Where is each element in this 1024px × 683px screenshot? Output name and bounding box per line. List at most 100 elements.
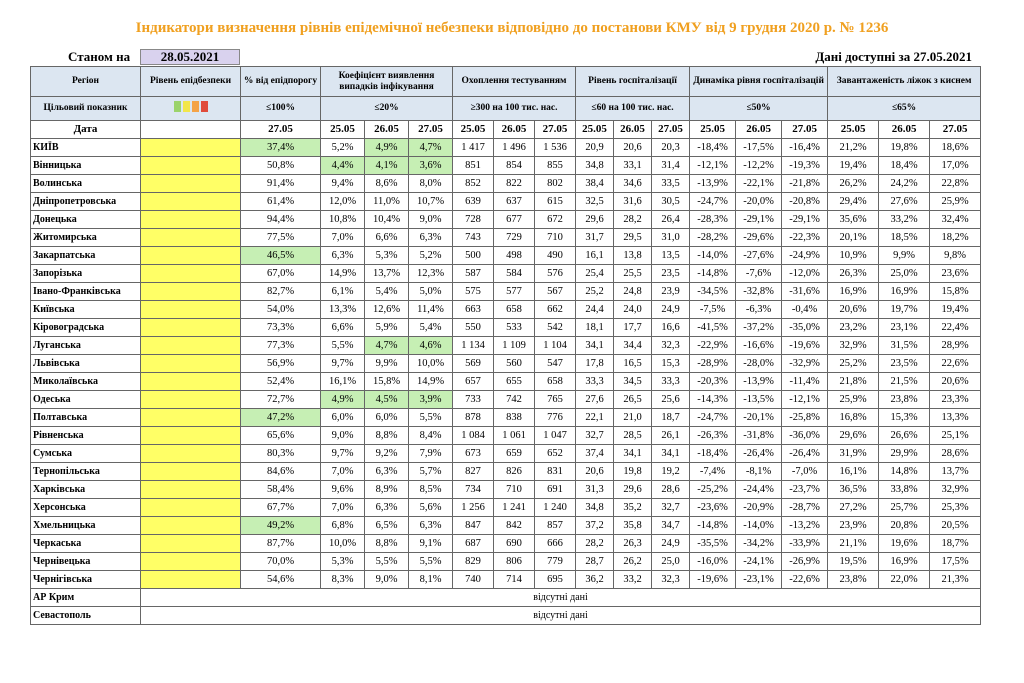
value-cell: -12,0% xyxy=(781,264,829,283)
group-date: 27.05 xyxy=(240,120,321,139)
level-swatch xyxy=(191,101,199,112)
value-cell: 5,7% xyxy=(407,462,454,481)
level-cell xyxy=(140,300,241,319)
value-cell: 20,1% xyxy=(827,228,880,247)
value-cell: 47,2% xyxy=(240,408,321,427)
group-date: 27.05 xyxy=(407,120,454,139)
level-cell xyxy=(140,516,241,535)
value-cell: 54,0% xyxy=(240,300,321,319)
value-cell: 34,1 xyxy=(613,444,653,463)
value-cell: 615 xyxy=(534,192,577,211)
value-cell: 687 xyxy=(452,534,495,553)
value-cell: -20,1% xyxy=(735,408,783,427)
region-row: Херсонська 67,7% 7,0% 6,3% 5,6% 1 256 1 241 1 2… xyxy=(30,498,982,517)
level-cell xyxy=(140,318,241,337)
value-cell: 26,5 xyxy=(613,390,653,409)
value-cell: 498 xyxy=(493,246,536,265)
value-cell: 29,6 xyxy=(613,480,653,499)
value-cell: 20,5% xyxy=(929,516,982,535)
region-name: Закарпатська xyxy=(30,246,141,265)
value-cell: 4,9% xyxy=(364,138,409,157)
value-cell: 5,3% xyxy=(364,246,409,265)
value-cell: -14,0% xyxy=(735,516,783,535)
value-cell: 569 xyxy=(452,354,495,373)
value-cell: 9,6% xyxy=(320,480,365,499)
value-cell: 23,2% xyxy=(827,318,880,337)
value-cell: 490 xyxy=(534,246,577,265)
value-cell: 11,0% xyxy=(364,192,409,211)
value-cell: -19,6% xyxy=(689,570,737,589)
value-cell: -22,1% xyxy=(735,174,783,193)
value-cell: 25,4 xyxy=(575,264,615,283)
value-cell: 1 240 xyxy=(534,498,577,517)
level-cell xyxy=(140,264,241,283)
value-cell: 32,3 xyxy=(651,570,691,589)
value-cell: 16,8% xyxy=(827,408,880,427)
value-cell: 77,3% xyxy=(240,336,321,355)
value-cell: -34,2% xyxy=(735,534,783,553)
level-cell xyxy=(140,228,241,247)
value-cell: 13,3% xyxy=(320,300,365,319)
value-cell: 802 xyxy=(534,174,577,193)
value-cell: 5,5% xyxy=(320,336,365,355)
region-name: Одеська xyxy=(30,390,141,409)
region-name: Полтавська xyxy=(30,408,141,427)
value-cell: 16,1% xyxy=(320,372,365,391)
value-cell: 9,0% xyxy=(364,570,409,589)
value-cell: 878 xyxy=(452,408,495,427)
value-cell: -20,3% xyxy=(689,372,737,391)
value-cell: -22,3% xyxy=(781,228,829,247)
title: Індикатори визначення рівнів епідемічної… xyxy=(135,20,889,36)
region-name: Севастополь xyxy=(30,606,141,625)
region-row: Івано-Франківська 82,7% 6,1% 5,4% 5,0% 575 577… xyxy=(30,282,982,301)
value-cell: 673 xyxy=(452,444,495,463)
value-cell: 23,5 xyxy=(651,264,691,283)
value-cell: 34,1 xyxy=(575,336,615,355)
value-cell: 34,1 xyxy=(651,444,691,463)
value-cell: 54,6% xyxy=(240,570,321,589)
value-cell: 36,5% xyxy=(827,480,880,499)
value-cell: 16,9% xyxy=(827,282,880,301)
value-cell: 32,7 xyxy=(575,426,615,445)
value-cell: 10,9% xyxy=(827,246,880,265)
value-cell: -26,3% xyxy=(689,426,737,445)
value-cell: 6,5% xyxy=(364,516,409,535)
value-cell: 4,7% xyxy=(407,138,454,157)
value-cell: 31,0 xyxy=(651,228,691,247)
value-cell: 32,4% xyxy=(929,210,982,229)
value-cell: 23,1% xyxy=(878,318,931,337)
region-row: Львівська 56,9% 9,7% 9,9% 10,0% 569 560 547 17,8… xyxy=(30,354,982,373)
value-cell: 577 xyxy=(493,282,536,301)
value-cell: 4,6% xyxy=(407,336,454,355)
level-cell xyxy=(140,498,241,517)
value-cell: 8,8% xyxy=(364,426,409,445)
value-cell: 710 xyxy=(534,228,577,247)
value-cell: 666 xyxy=(534,534,577,553)
region-name: Донецька xyxy=(30,210,141,229)
level-cell xyxy=(140,156,241,175)
value-cell: 29,9% xyxy=(878,444,931,463)
value-cell: 28,9% xyxy=(929,336,982,355)
level-cell xyxy=(140,246,241,265)
region-name: Сумська xyxy=(30,444,141,463)
value-cell: 854 xyxy=(493,156,536,175)
group-date: 27.05 xyxy=(781,120,829,139)
value-cell: 33,3 xyxy=(575,372,615,391)
value-cell: -26,4% xyxy=(781,444,829,463)
value-cell: 547 xyxy=(534,354,577,373)
value-cell: 15,3% xyxy=(878,408,931,427)
value-cell: -19,6% xyxy=(781,336,829,355)
group-target: ≤20% xyxy=(319,96,454,121)
value-cell: 25,2% xyxy=(827,354,880,373)
value-cell: 26,1 xyxy=(651,426,691,445)
value-cell: 847 xyxy=(452,516,495,535)
value-cell: 1 084 xyxy=(452,426,495,445)
value-cell: 500 xyxy=(452,246,495,265)
no-data-note: відсутні дані xyxy=(139,606,982,625)
value-cell: -28,3% xyxy=(689,210,737,229)
value-cell: 21,8% xyxy=(827,372,880,391)
value-cell: 16,1 xyxy=(575,246,615,265)
level-cell xyxy=(140,372,241,391)
value-cell: 28,5 xyxy=(613,426,653,445)
value-cell: -14,8% xyxy=(689,516,737,535)
